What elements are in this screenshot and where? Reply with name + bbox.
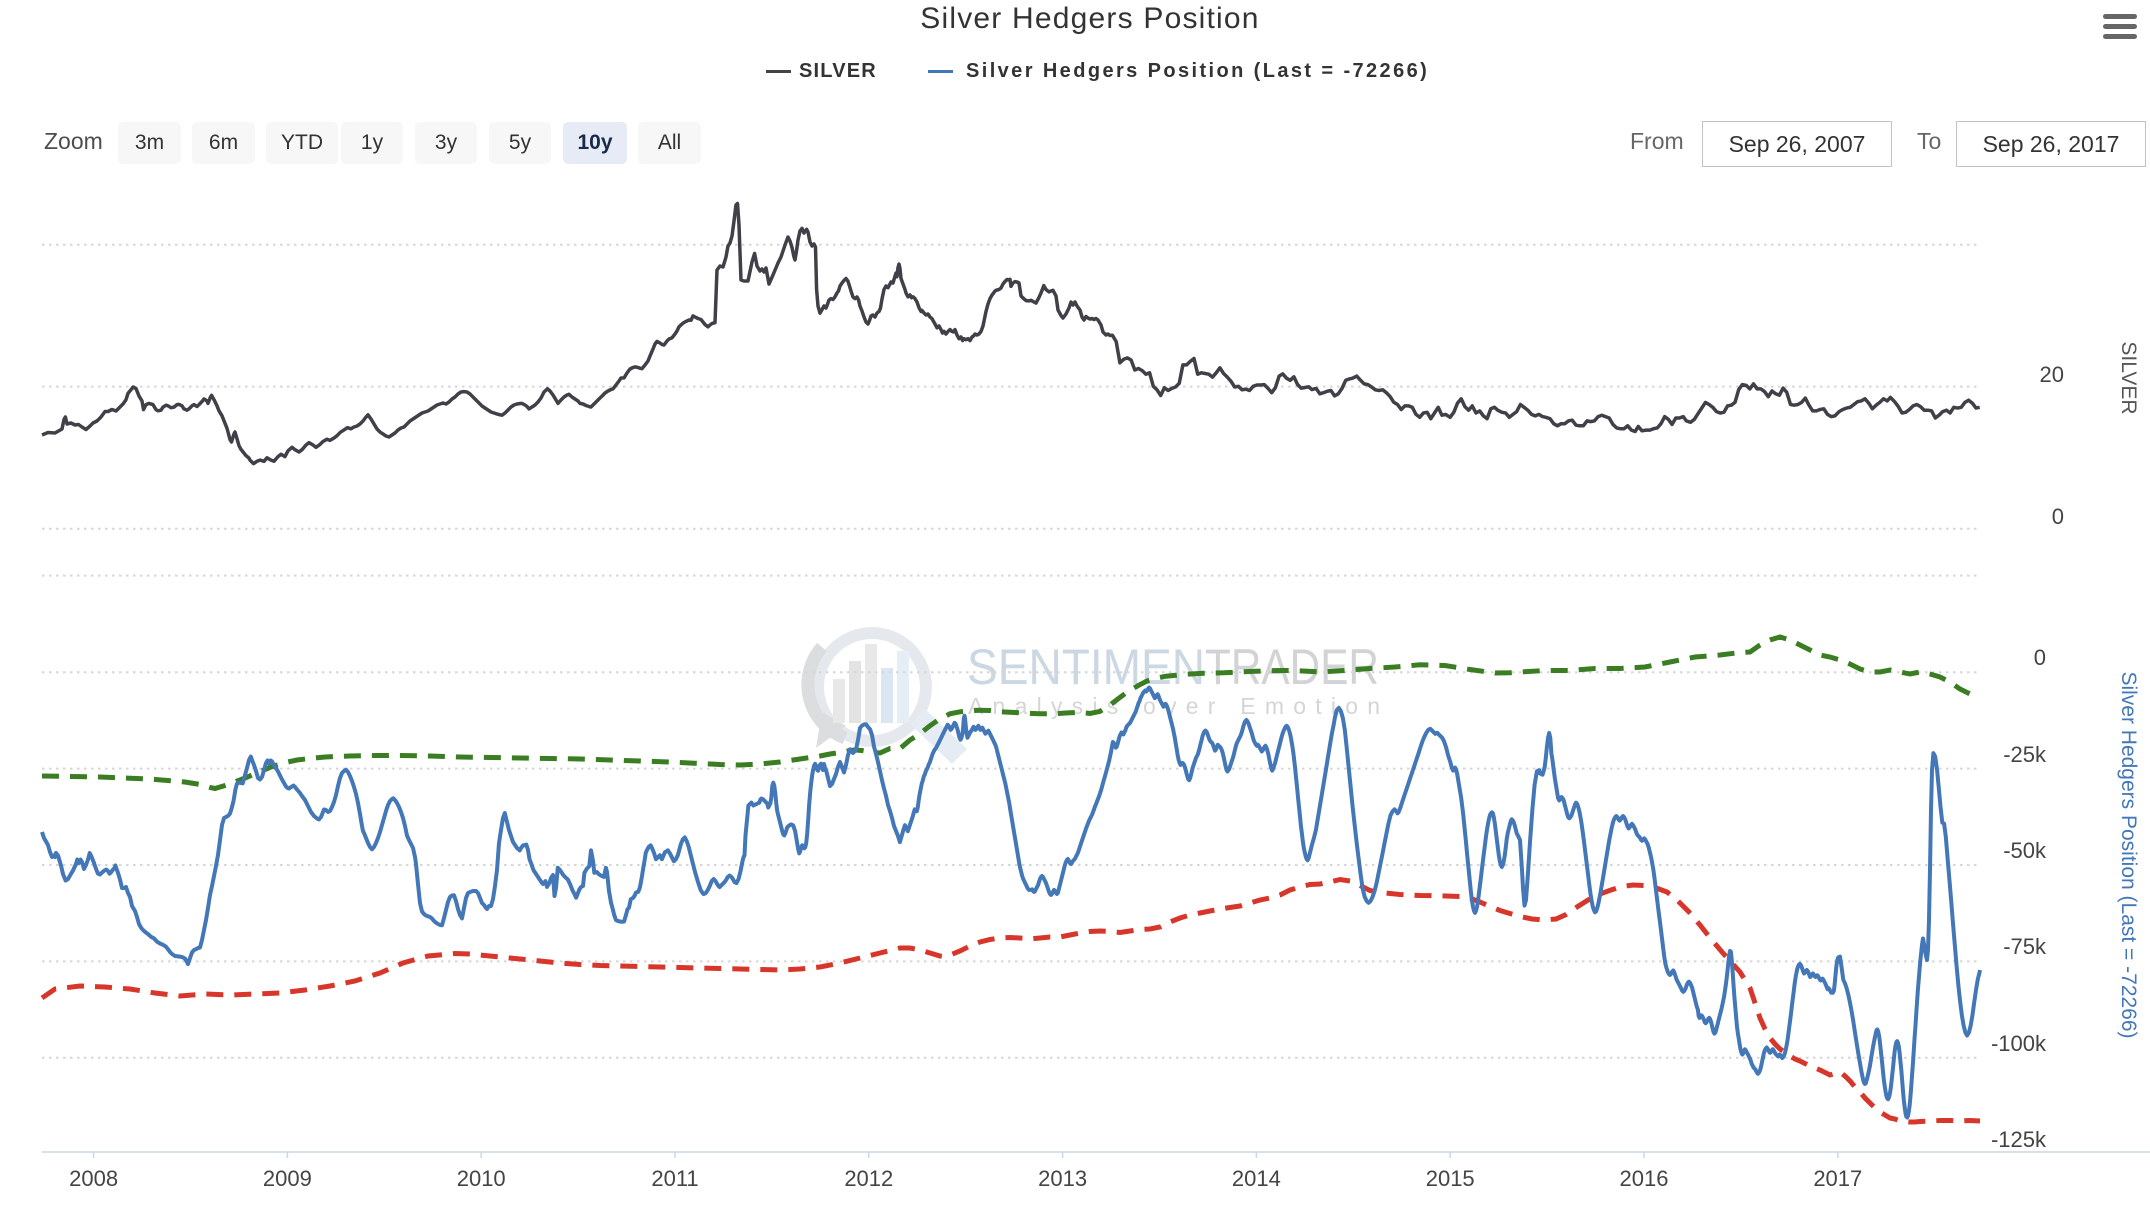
svg-text:2014: 2014	[1232, 1166, 1281, 1191]
svg-text:-50k: -50k	[2003, 838, 2047, 863]
svg-text:TRADER: TRADER	[1205, 639, 1379, 695]
svg-text:2011: 2011	[651, 1166, 698, 1191]
svg-text:-100k: -100k	[1991, 1031, 2047, 1056]
svg-text:2015: 2015	[1426, 1166, 1475, 1191]
svg-text:SILVER: SILVER	[2117, 341, 2140, 414]
svg-text:Silver Hedgers Position (Last: Silver Hedgers Position (Last = -72266)	[2117, 671, 2140, 1038]
svg-text:0: 0	[2034, 645, 2046, 670]
svg-text:2010: 2010	[457, 1166, 506, 1191]
svg-text:-75k: -75k	[2003, 934, 2047, 959]
svg-text:2016: 2016	[1620, 1166, 1669, 1191]
svg-text:2013: 2013	[1038, 1166, 1087, 1191]
svg-text:2008: 2008	[69, 1166, 118, 1191]
svg-text:20: 20	[2040, 362, 2064, 387]
svg-text:2009: 2009	[263, 1166, 312, 1191]
svg-text:SENTIMEN: SENTIMEN	[967, 639, 1205, 695]
svg-text:-125k: -125k	[1991, 1127, 2047, 1152]
svg-text:2017: 2017	[1813, 1166, 1862, 1191]
svg-text:2012: 2012	[844, 1166, 893, 1191]
svg-text:0: 0	[2052, 504, 2064, 529]
svg-text:-25k: -25k	[2003, 742, 2047, 767]
